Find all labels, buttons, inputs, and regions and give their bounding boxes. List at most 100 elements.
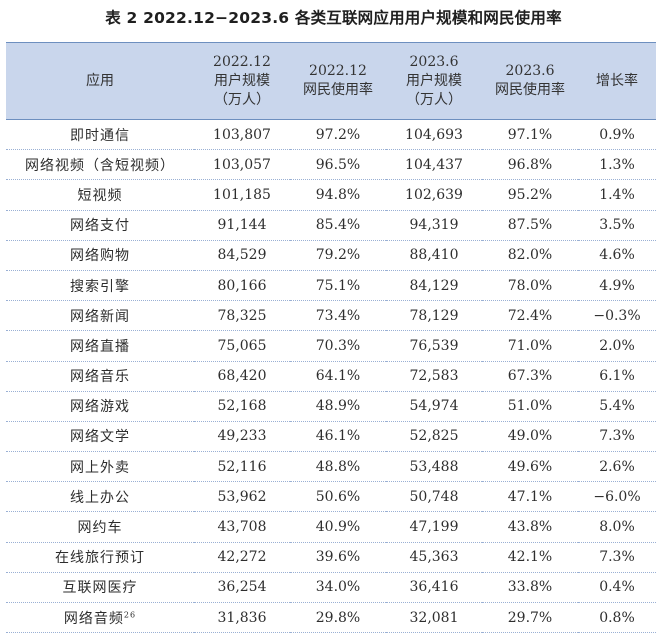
cell-app: 网络音乐	[6, 361, 194, 392]
table-row: 网络音乐 68,420 64.1% 72,583 67.3% 6.1%	[6, 361, 656, 392]
cell-rate-2306: 97.1%	[482, 119, 578, 151]
cell-users-2212: 75,065	[194, 330, 290, 362]
cell-rate-2306: 67.3%	[482, 361, 578, 392]
cell-rate-2306: 87.5%	[482, 210, 578, 241]
cell-users-2306: 50,748	[386, 481, 482, 513]
cell-users-2212: 68,420	[194, 361, 290, 392]
cell-rate-2306: 72.4%	[482, 300, 578, 332]
cell-app: 网上外卖	[6, 451, 194, 483]
cell-app: 即时通信	[6, 119, 194, 151]
table-body: 即时通信 103,807 97.2% 104,693 97.1% 0.9% 网络视频（含短视…	[6, 119, 656, 634]
cell-app: 在线旅行预订	[6, 542, 194, 573]
cell-users-2212: 53,962	[194, 481, 290, 513]
header-users-2212-unit: （万人）	[214, 91, 270, 108]
cell-app: 网络直播	[6, 330, 194, 362]
header-rate-2306-label: 网民使用率	[495, 82, 565, 98]
cell-growth: 6.1%	[578, 361, 656, 392]
cell-users-2306: 104,437	[386, 149, 482, 181]
cell-rate-2212: 39.6%	[290, 542, 386, 573]
cell-app: 网络新闻	[6, 300, 194, 332]
table-row: 网络文学 49,233 46.1% 52,825 49.0% 7.3%	[6, 421, 656, 453]
cell-users-2212: 91,144	[194, 210, 290, 241]
cell-rate-2306: 71.0%	[482, 330, 578, 362]
header-users-2306-unit: （万人）	[406, 91, 462, 108]
cell-growth: 4.6%	[578, 240, 656, 271]
header-app: 应用	[6, 42, 194, 120]
cell-growth: −6.0%	[578, 481, 656, 513]
header-users-2306-label: 用户规模	[406, 72, 462, 89]
cell-app: 搜索引擎	[6, 270, 194, 302]
cell-users-2212: 49,233	[194, 421, 290, 453]
cell-users-2306: 47,199	[386, 511, 482, 543]
cell-growth: 2.0%	[578, 330, 656, 362]
cell-users-2306: 32,081	[386, 602, 482, 634]
data-table: 应用 2022.12 用户规模 （万人） 2022.12 网民使用率 2023.…	[6, 42, 656, 634]
cell-users-2212: 52,168	[194, 391, 290, 422]
cell-growth: 1.4%	[578, 179, 656, 211]
cell-rate-2212: 70.3%	[290, 330, 386, 362]
table-row: 网约车 43,708 40.9% 47,199 43.8% 8.0%	[6, 511, 656, 543]
cell-users-2306: 53,488	[386, 451, 482, 483]
cell-app: 短视频	[6, 179, 194, 211]
cell-users-2212: 52,116	[194, 451, 290, 483]
cell-rate-2212: 75.1%	[290, 270, 386, 302]
table-row: 网络新闻 78,325 73.4% 78,129 72.4% −0.3%	[6, 300, 656, 332]
table-title: 表 2 2022.12−2023.6 各类互联网应用用户规模和网民使用率	[105, 9, 562, 27]
cell-users-2306: 104,693	[386, 119, 482, 151]
cell-users-2306: 84,129	[386, 270, 482, 302]
header-users-2212-date: 2022.12	[213, 53, 271, 70]
cell-users-2306: 54,974	[386, 391, 482, 422]
cell-app: 网络音频26	[6, 602, 194, 634]
header-row: 应用 2022.12 用户规模 （万人） 2022.12 网民使用率 2023.…	[6, 42, 656, 120]
cell-users-2306: 72,583	[386, 361, 482, 392]
cell-rate-2212: 48.9%	[290, 391, 386, 422]
cell-rate-2212: 29.8%	[290, 602, 386, 634]
header-users-2306-date: 2023.6	[409, 53, 459, 70]
header-rate-2212-label: 网民使用率	[303, 82, 373, 98]
cell-growth: 3.5%	[578, 210, 656, 241]
app-name: 网络音频	[63, 610, 124, 627]
cell-rate-2306: 33.8%	[482, 572, 578, 604]
table-row: 网上外卖 52,116 48.8% 53,488 49.6% 2.6%	[6, 451, 656, 483]
header-rate-2212: 2022.12 网民使用率	[290, 42, 386, 120]
table-row: 搜索引擎 80,166 75.1% 84,129 78.0% 4.9%	[6, 270, 656, 302]
header-users-2212-label: 用户规模	[214, 72, 270, 89]
cell-users-2212: 36,254	[194, 572, 290, 604]
cell-rate-2212: 85.4%	[290, 210, 386, 241]
cell-app: 线上办公	[6, 481, 194, 513]
cell-users-2306: 76,539	[386, 330, 482, 362]
cell-users-2212: 101,185	[194, 179, 290, 211]
cell-rate-2306: 78.0%	[482, 270, 578, 302]
cell-growth: 0.8%	[578, 602, 656, 634]
cell-rate-2212: 97.2%	[290, 119, 386, 151]
cell-app: 网络购物	[6, 240, 194, 271]
cell-users-2212: 84,529	[194, 240, 290, 271]
cell-rate-2212: 48.8%	[290, 451, 386, 483]
footnote-marker: 26	[123, 609, 137, 619]
cell-users-2306: 94,319	[386, 210, 482, 241]
cell-users-2212: 78,325	[194, 300, 290, 332]
cell-users-2306: 102,639	[386, 179, 482, 211]
cell-growth: 5.4%	[578, 391, 656, 422]
cell-users-2212: 80,166	[194, 270, 290, 302]
cell-rate-2212: 73.4%	[290, 300, 386, 332]
header-users-2212: 2022.12 用户规模 （万人）	[194, 42, 290, 120]
cell-growth: 2.6%	[578, 451, 656, 483]
table-row: 网络视频（含短视频） 103,057 96.5% 104,437 96.8% 1.3%	[6, 149, 656, 181]
cell-users-2306: 88,410	[386, 240, 482, 271]
cell-app: 网约车	[6, 511, 194, 543]
header-users-2306: 2023.6 用户规模 （万人）	[386, 42, 482, 120]
cell-app: 网络支付	[6, 210, 194, 241]
cell-users-2212: 31,836	[194, 602, 290, 634]
cell-users-2306: 52,825	[386, 421, 482, 453]
cell-users-2306: 36,416	[386, 572, 482, 604]
cell-growth: 7.3%	[578, 421, 656, 453]
cell-rate-2212: 96.5%	[290, 149, 386, 181]
cell-growth: 8.0%	[578, 511, 656, 543]
cell-rate-2212: 40.9%	[290, 511, 386, 543]
cell-users-2212: 42,272	[194, 542, 290, 573]
cell-rate-2306: 42.1%	[482, 542, 578, 573]
cell-users-2212: 103,057	[194, 149, 290, 181]
cell-rate-2306: 49.6%	[482, 451, 578, 483]
cell-growth: 0.4%	[578, 572, 656, 604]
